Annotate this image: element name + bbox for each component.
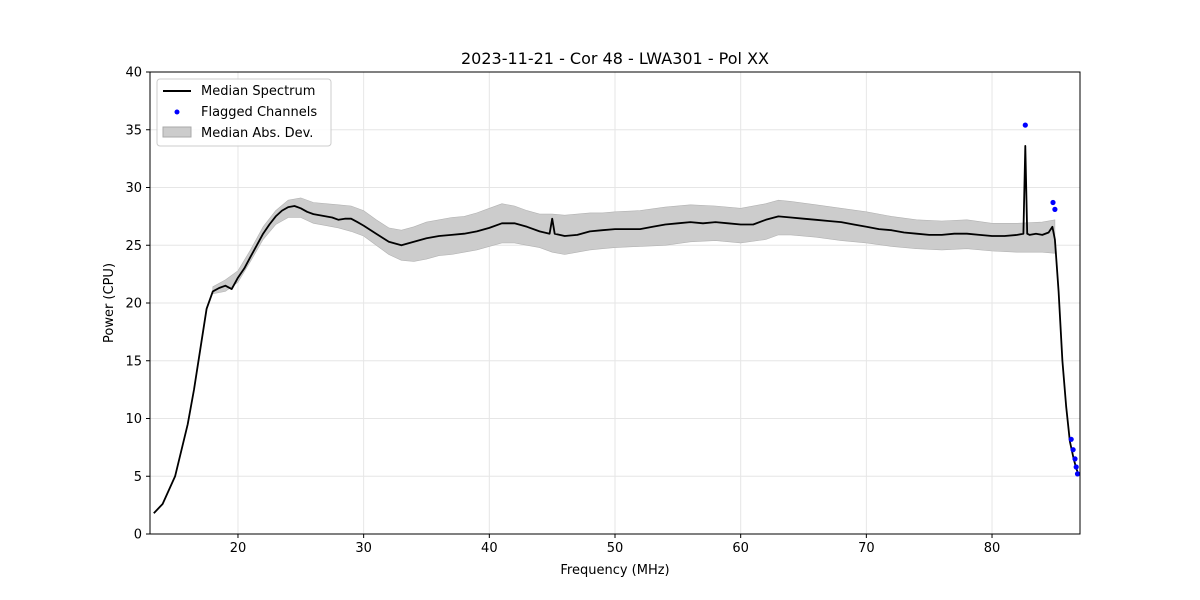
y-tick-label: 10: [125, 412, 142, 427]
flagged-points-layer: [1022, 122, 1081, 477]
y-axis-label: Power (CPU): [102, 263, 117, 343]
x-tick-label: 70: [858, 541, 875, 556]
legend-point-swatch: [174, 109, 180, 115]
legend-band-swatch: [162, 126, 192, 138]
flagged-channel-point: [1072, 456, 1078, 462]
x-tick-label: 80: [984, 541, 1001, 556]
median-spectrum-line: [153, 145, 1080, 514]
chart-title: 2023-11-21 - Cor 48 - LWA301 - Pol XX: [461, 49, 769, 68]
legend-label-mad: Median Abs. Dev.: [201, 126, 313, 141]
y-tick-label: 15: [125, 354, 142, 369]
y-tick-label: 40: [125, 66, 142, 81]
x-tick-label: 60: [732, 541, 749, 556]
flagged-channel-point: [1073, 464, 1079, 470]
legend: Median Spectrum Flagged Channels Median …: [156, 78, 332, 147]
flagged-channel-point: [1022, 122, 1028, 128]
x-tick-label: 30: [355, 541, 372, 556]
x-axis-label: Frequency (MHz): [560, 563, 669, 578]
y-tick-label: 20: [125, 297, 142, 312]
flagged-channel-point: [1070, 447, 1076, 453]
y-tick-label: 0: [134, 528, 142, 543]
y-tick-label: 30: [125, 181, 142, 196]
y-tick-label: 35: [125, 123, 142, 138]
legend-box: [156, 78, 332, 147]
legend-label-flagged: Flagged Channels: [201, 105, 317, 120]
flagged-channel-point: [1068, 436, 1074, 442]
y-tick-label: 25: [125, 239, 142, 254]
x-tick-label: 40: [481, 541, 498, 556]
median-line-layer: [153, 145, 1080, 514]
y-tick-label: 5: [134, 470, 142, 485]
x-tick-label: 20: [230, 541, 247, 556]
flagged-channel-point: [1074, 471, 1081, 477]
x-tick-label: 50: [607, 541, 624, 556]
legend-label-median: Median Spectrum: [201, 84, 315, 99]
y-axis-ticks: 0 5 10 15 20 25 30 35 40: [125, 66, 150, 543]
flagged-channel-point: [1052, 206, 1058, 212]
flagged-channel-point: [1050, 199, 1056, 206]
x-axis-ticks: 20 30 40 50 60 70 80: [230, 534, 1001, 556]
